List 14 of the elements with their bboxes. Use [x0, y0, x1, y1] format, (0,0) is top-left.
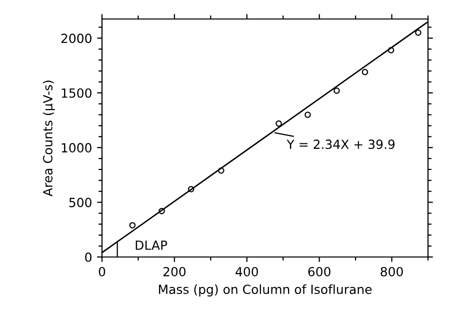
- y-tick-label: 2000: [61, 34, 92, 44]
- x-tick-label: 0: [98, 266, 106, 276]
- y-axis-title: Area Counts (µV-s): [42, 80, 55, 196]
- y-tick-label: 500: [69, 198, 92, 208]
- y-tick-label: 1500: [62, 88, 92, 98]
- x-tick-label: 800: [380, 266, 403, 276]
- annotation: Y = 2.34X + 39.9: [286, 140, 395, 150]
- y-tick-label: 1000: [62, 143, 92, 152]
- x-tick-label: 600: [308, 266, 330, 276]
- x-axis-title: Mass (pg) on Column of Isoflurane: [158, 284, 372, 296]
- x-tick-label: 400: [236, 266, 258, 276]
- y-tick-label: 0: [85, 252, 92, 262]
- annotation: DLAP: [136, 240, 168, 250]
- x-tick-label: 200: [163, 266, 186, 276]
